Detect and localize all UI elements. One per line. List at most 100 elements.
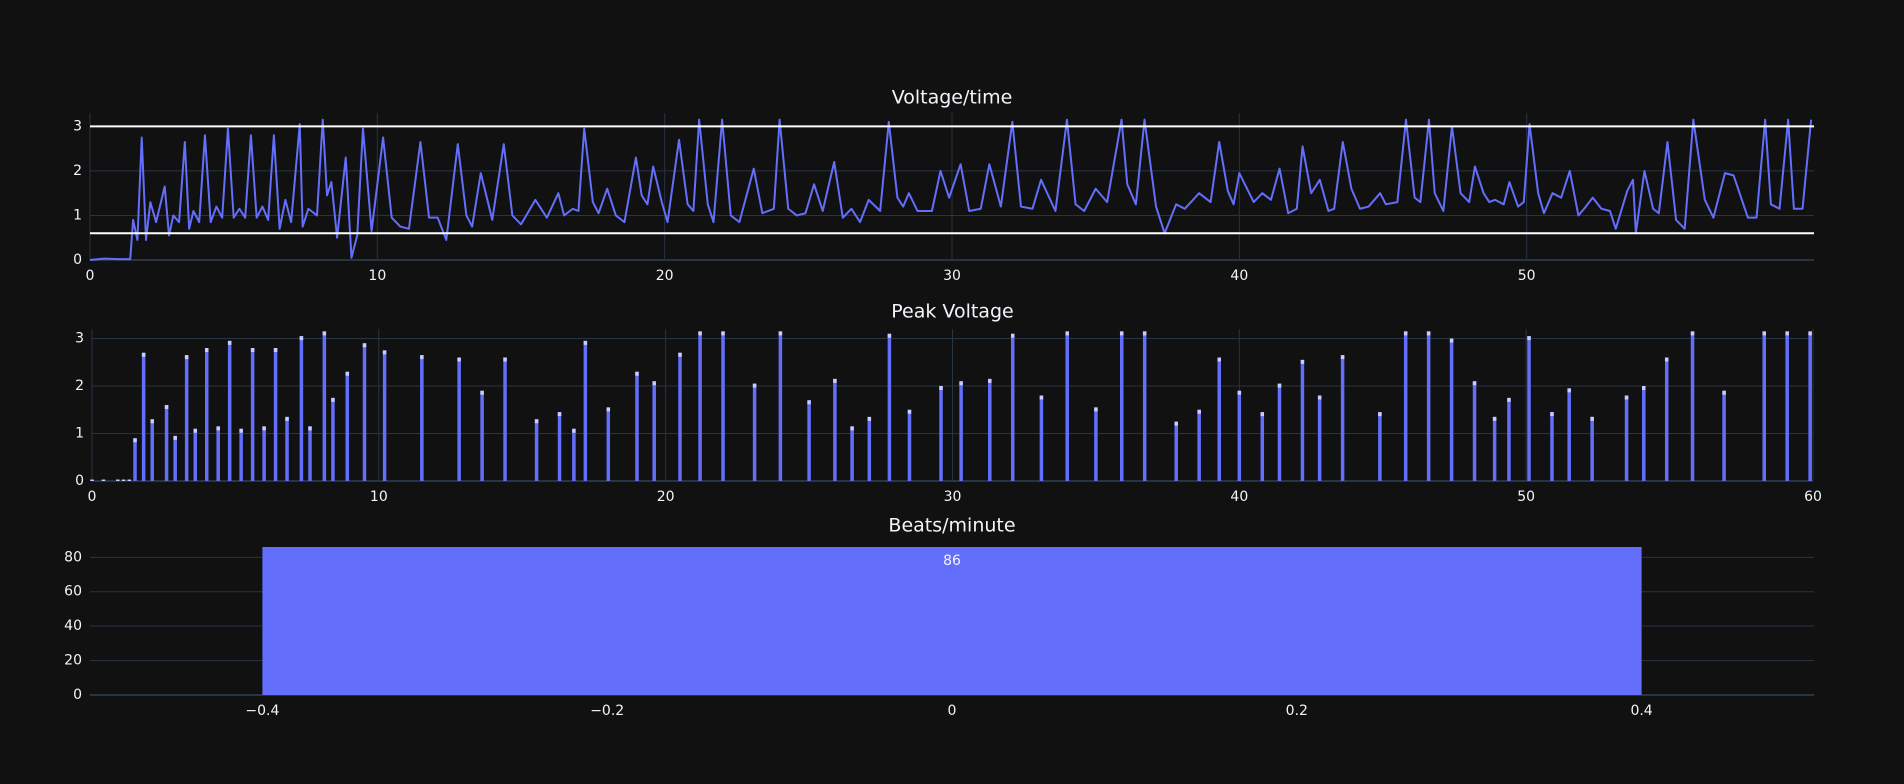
bar <box>503 357 507 481</box>
bar-cap <box>988 378 992 383</box>
x-tick-label: −0.2 <box>590 703 624 719</box>
bar-cap <box>121 479 126 481</box>
bar <box>1340 355 1345 481</box>
bar <box>907 409 912 481</box>
x-tick-label: 60 <box>1804 489 1822 505</box>
bar-cap <box>1260 412 1265 417</box>
bar <box>299 336 304 481</box>
value-label: 86 <box>943 553 961 569</box>
bar <box>1590 416 1594 481</box>
x-tick-label: 30 <box>944 489 962 505</box>
x-tick-label: 0.4 <box>1630 703 1652 719</box>
bar-cap <box>721 331 725 336</box>
bar <box>1142 331 1147 481</box>
bar-cap <box>1642 386 1646 390</box>
bar <box>285 416 289 481</box>
x-tick-label: 20 <box>656 268 674 284</box>
bar <box>959 381 963 481</box>
bar <box>273 348 278 481</box>
bar <box>1492 416 1497 481</box>
bar-cap <box>1378 412 1382 417</box>
bar <box>308 426 312 481</box>
bar-cap <box>239 428 243 433</box>
bar <box>1065 331 1069 481</box>
bar-cap <box>116 479 120 481</box>
bar <box>721 331 725 481</box>
y-tick-label: 2 <box>73 163 82 179</box>
y-tick-label: 3 <box>75 331 84 347</box>
bar <box>362 343 367 481</box>
bar-cap <box>250 348 255 352</box>
bar-cap <box>887 333 892 338</box>
bar <box>1277 383 1282 481</box>
bar-cap <box>299 336 304 341</box>
x-tick-label: 30 <box>943 268 961 284</box>
bar <box>345 371 350 481</box>
bar-cap <box>331 397 335 402</box>
bar-cap <box>1472 381 1477 386</box>
bar-cap <box>907 409 912 414</box>
bar-cap <box>90 479 94 481</box>
bar-cap <box>345 371 350 376</box>
chart-title: Peak Voltage <box>891 301 1013 323</box>
bar <box>141 352 146 481</box>
bar-cap <box>1550 412 1554 417</box>
bar-cap <box>1300 359 1305 364</box>
bar-cap <box>534 419 539 424</box>
y-tick-label: 20 <box>64 653 82 669</box>
bar-cap <box>184 355 189 360</box>
bar <box>1217 357 1222 481</box>
bar <box>1378 412 1382 481</box>
bar-cap <box>652 381 656 386</box>
bar-cap <box>1449 338 1454 343</box>
bar-cap <box>273 348 278 352</box>
bar <box>572 428 576 481</box>
bar-cap <box>572 428 576 433</box>
bar <box>420 355 424 481</box>
bar-cap <box>133 438 137 443</box>
bar-cap <box>678 352 682 357</box>
bar <box>583 340 588 481</box>
bar <box>1426 331 1431 481</box>
bar-cap <box>480 390 484 395</box>
bar <box>778 331 783 481</box>
bar-cap <box>959 381 963 386</box>
bar-cap <box>1492 416 1497 421</box>
bar-cap <box>752 383 757 388</box>
bar-cap <box>1567 388 1571 393</box>
bar <box>1119 331 1124 481</box>
bar-cap <box>308 426 312 431</box>
x-tick-label: −0.4 <box>245 703 279 719</box>
bar-cap <box>698 331 702 336</box>
bar <box>1550 412 1554 481</box>
bar <box>534 419 539 481</box>
bar-cap <box>262 426 266 431</box>
bar <box>939 386 943 481</box>
bar-cap <box>1590 416 1594 421</box>
bar <box>1567 388 1571 481</box>
bar-cap <box>1142 331 1147 336</box>
bar <box>652 381 656 481</box>
bar-cap <box>1426 331 1431 336</box>
bar <box>557 412 562 481</box>
y-tick-label: 2 <box>75 378 84 394</box>
x-tick-label: 20 <box>657 489 675 505</box>
y-tick-label: 0 <box>73 687 82 703</box>
bar <box>457 357 461 481</box>
bar <box>1260 412 1265 481</box>
bar <box>1785 331 1789 481</box>
y-tick-label: 1 <box>73 207 82 223</box>
bar <box>250 348 255 481</box>
x-tick-label: 0 <box>86 268 95 284</box>
bar <box>150 419 154 481</box>
bar <box>833 378 837 481</box>
bar-cap <box>457 357 461 362</box>
x-tick-label: 50 <box>1517 489 1535 505</box>
bar <box>480 390 484 481</box>
bar-cap <box>503 357 507 362</box>
bar-cap <box>1217 357 1222 362</box>
bar-cap <box>1010 333 1015 338</box>
y-tick-label: 1 <box>75 426 84 442</box>
x-tick-label: 10 <box>370 489 388 505</box>
